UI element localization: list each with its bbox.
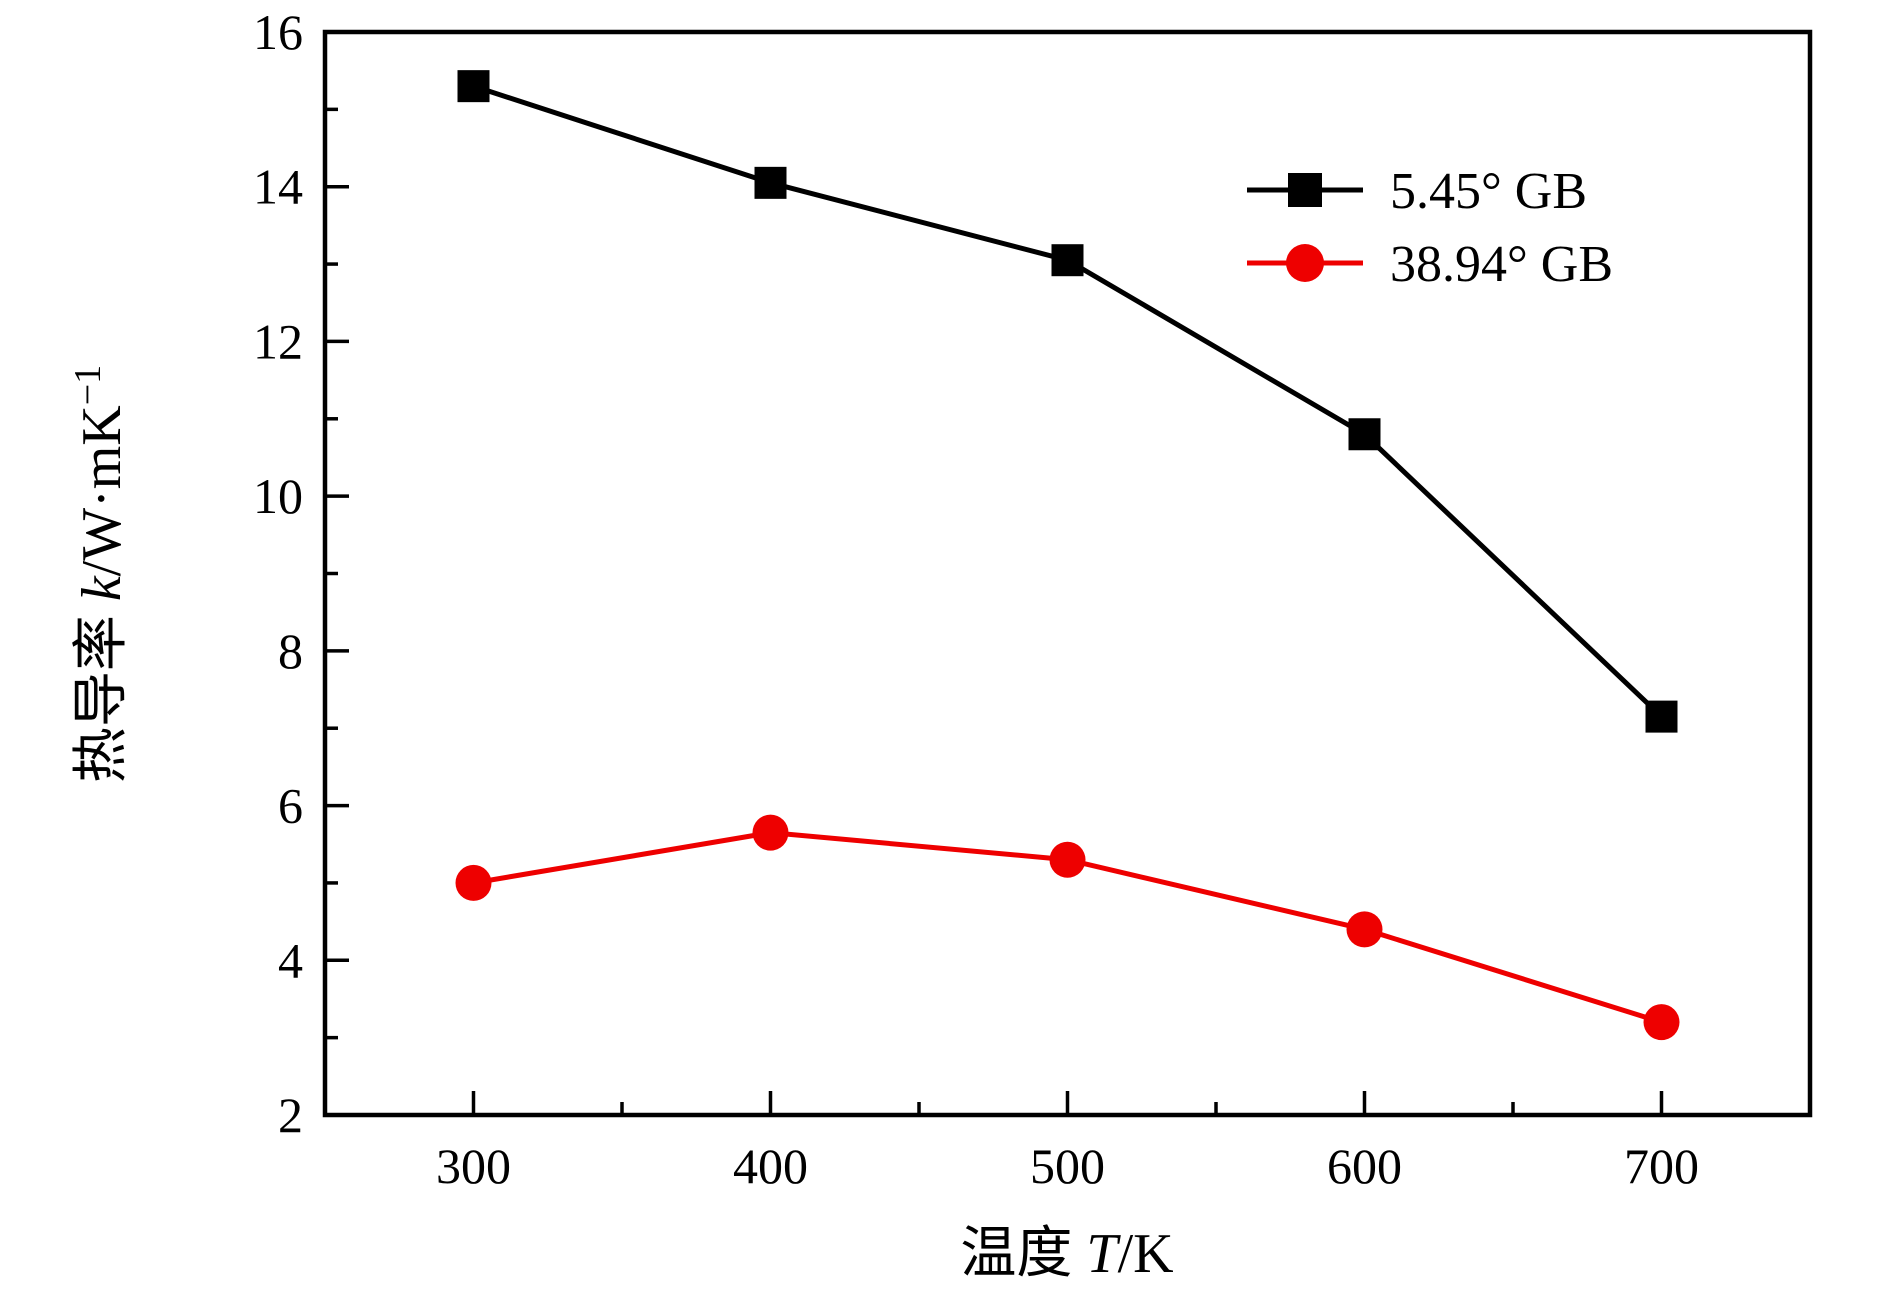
y-axis-label: 热导率 k/W·mK−1	[67, 365, 133, 783]
data-point-square	[1645, 700, 1678, 733]
plot-area: 300 400 500 600 700 2 4 6 8 10 12 14 16	[253, 4, 1813, 1194]
data-point-circle	[1346, 911, 1383, 948]
x-axis-label-unit: /K	[1118, 1223, 1174, 1285]
y-tick-label: 8	[278, 623, 303, 679]
data-point-square	[754, 166, 787, 199]
legend-label-1: 38.94° GB	[1390, 236, 1613, 293]
tick-labels: 300 400 500 600 700 2 4 6 8 10 12 14 16	[253, 4, 1699, 1194]
data-point-circle	[455, 864, 492, 901]
data-point-square	[1348, 418, 1381, 451]
legend-item-1: 38.94° GB	[1247, 236, 1613, 293]
y-tick-label: 4	[278, 932, 303, 988]
y-tick-label: 14	[253, 159, 303, 215]
legend-label-0: 5.45° GB	[1390, 163, 1587, 220]
x-tick-label: 400	[733, 1138, 808, 1194]
legend-square-marker-icon	[1288, 173, 1322, 207]
y-axis-label-unit: /W·mK	[71, 405, 133, 576]
legend-item-0: 5.45° GB	[1247, 163, 1587, 220]
y-axis-label-variable: k	[71, 575, 133, 601]
axis-ticks	[325, 30, 1664, 1117]
y-tick-label: 6	[278, 778, 303, 834]
data-point-circle	[1049, 841, 1086, 878]
x-axis-label: 温度 T/K	[960, 1223, 1173, 1285]
y-tick-label: 10	[253, 468, 303, 524]
data-point-circle	[752, 814, 789, 851]
x-axis-label-prefix: 温度	[960, 1223, 1086, 1285]
y-tick-label: 12	[253, 313, 303, 369]
y-tick-label: 2	[278, 1087, 303, 1143]
plot-border	[322, 29, 1813, 1118]
x-tick-label: 500	[1030, 1138, 1105, 1194]
x-tick-label: 600	[1327, 1138, 1402, 1194]
legend-circle-marker-icon	[1286, 244, 1324, 282]
x-tick-label: 700	[1624, 1138, 1699, 1194]
data-point-circle	[1643, 1004, 1680, 1041]
y-tick-label: 16	[253, 4, 303, 60]
y-axis-label-superscript: −1	[67, 365, 109, 405]
data-point-square	[1051, 244, 1084, 277]
legend: 5.45° GB 38.94° GB	[1247, 163, 1613, 293]
x-tick-label: 300	[436, 1138, 511, 1194]
x-axis-label-variable: T	[1086, 1223, 1121, 1285]
y-axis-label-prefix: 热导率	[71, 601, 133, 783]
data-point-square	[457, 70, 490, 103]
